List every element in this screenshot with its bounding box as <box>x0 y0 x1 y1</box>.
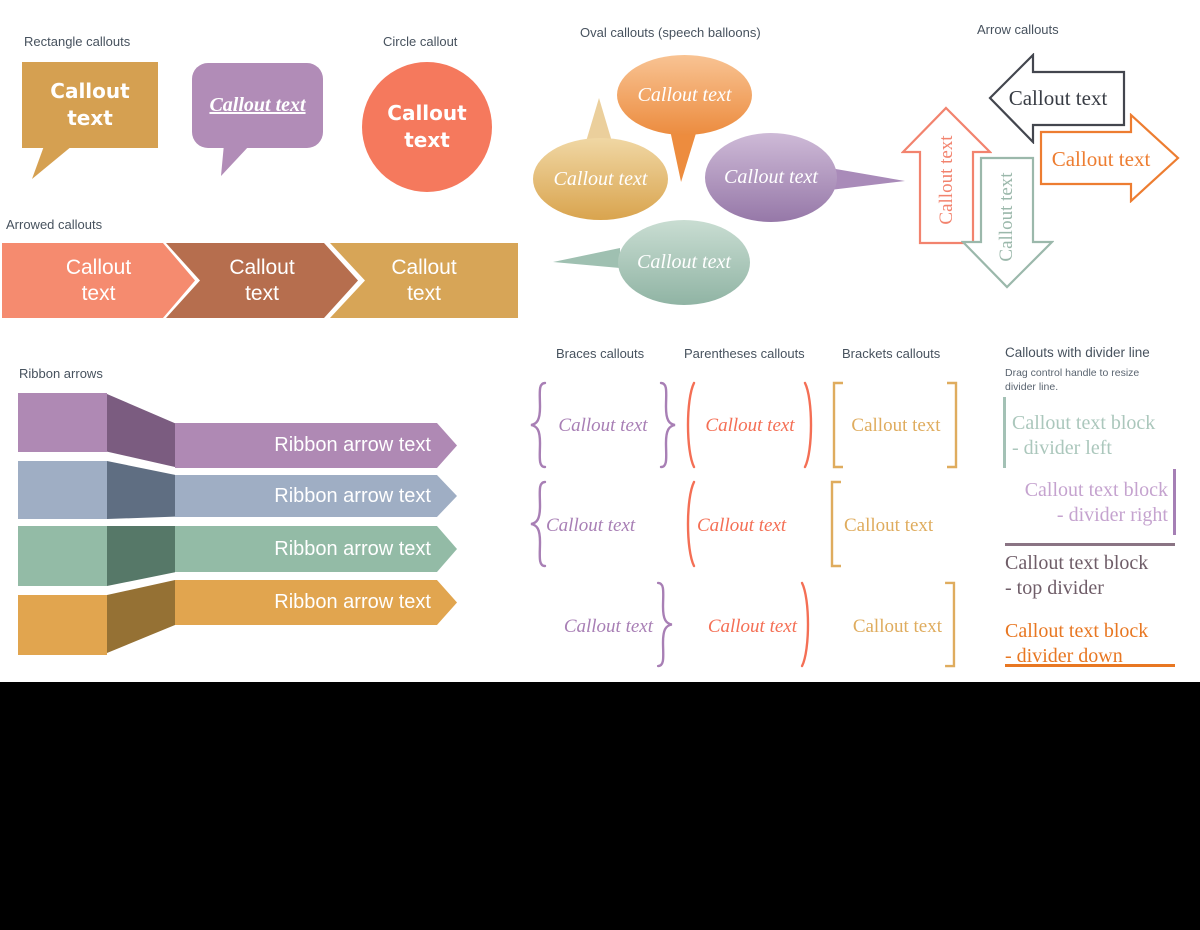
rectangle-callout-gold-tail[interactable] <box>32 146 72 179</box>
circle-callout[interactable]: Callout text <box>362 62 492 192</box>
ribbon-arrow-4[interactable]: Ribbon arrow text <box>175 580 457 625</box>
oval-callout-purple[interactable]: Callout text <box>705 133 837 222</box>
arrow-callout-left[interactable] <box>988 53 1126 144</box>
section-title-arrowed-callouts: Arrowed callouts <box>6 217 103 232</box>
brace-left-icon[interactable] <box>528 480 548 568</box>
bracket-left-icon[interactable] <box>828 480 842 568</box>
oval-callout-orange-tail[interactable] <box>670 130 697 182</box>
section-title-brackets-callouts: Brackets callouts <box>842 346 941 361</box>
arrow-callout-right[interactable] <box>1039 113 1180 203</box>
oval-callout-purple-tail[interactable] <box>830 168 905 190</box>
ribbon-arrow-2-fold <box>107 461 175 519</box>
bracket-right-icon[interactable] <box>944 581 958 668</box>
oval-callout-teal-tail[interactable] <box>553 248 620 268</box>
brace-right-icon[interactable] <box>658 381 678 469</box>
arrowed-callout-3[interactable]: Callout text <box>330 243 518 318</box>
arrow-callout-left-label: Callout text <box>1008 86 1108 110</box>
circle-callout-label: Callout text <box>387 101 467 152</box>
divider-line-left[interactable] <box>1003 397 1006 468</box>
divider-callout-top: Callout text block - top divider <box>1005 552 1149 599</box>
divider-note: Drag control handle to resize divider li… <box>1005 366 1180 394</box>
ribbon-arrow-1-label: Ribbon arrow text <box>274 434 431 456</box>
oval-callout-purple-label: Callout text <box>724 166 818 188</box>
brace-left-icon[interactable] <box>528 381 548 469</box>
arrow-callout-up-label: Callout text <box>936 135 957 225</box>
paren-right-icon[interactable] <box>802 381 818 469</box>
divider-line-top[interactable] <box>1005 543 1175 546</box>
paren-left-icon[interactable] <box>681 381 697 469</box>
parens-callout-row1-label: Callout text <box>705 415 795 436</box>
section-title-divider-callouts: Callouts with divider line <box>1005 345 1150 360</box>
ribbon-arrow-1[interactable]: Ribbon arrow text <box>175 423 457 468</box>
arrow-callout-up[interactable] <box>901 106 992 245</box>
parens-callout-row2-label: Callout text <box>697 515 787 536</box>
arrow-callout-right-label: Callout text <box>1051 147 1151 171</box>
arrowed-callout-2-label: Callout text <box>229 255 295 305</box>
oval-callout-teal[interactable]: Callout text <box>618 220 750 305</box>
oval-callout-orange-label: Callout text <box>637 83 732 106</box>
arrow-callout-down[interactable] <box>961 156 1054 289</box>
section-title-oval-callouts: Oval callouts (speech balloons) <box>580 25 761 40</box>
oval-callout-tan-label: Callout text <box>553 167 648 190</box>
ribbon-arrow-1-fold <box>107 394 175 467</box>
divider-note-line2: divider line. <box>1005 381 1059 393</box>
braces-callout-row2-label: Callout text <box>546 515 636 536</box>
section-title-rectangle-callouts: Rectangle callouts <box>24 34 131 49</box>
divider-line-down[interactable] <box>1005 664 1175 667</box>
ribbon-arrow-2-label: Ribbon arrow text <box>274 485 431 507</box>
brackets-callout-row1-label: Callout text <box>851 415 941 436</box>
brackets-callout-row3-label: Callout text <box>852 616 942 637</box>
divider-line-right[interactable] <box>1173 469 1176 535</box>
ribbon-arrow-1-block[interactable] <box>18 393 107 452</box>
letterbox-bar <box>0 682 1200 930</box>
ribbon-arrow-2[interactable]: Ribbon arrow text <box>175 475 457 517</box>
rectangle-callout-purple[interactable]: Callout text <box>192 63 323 148</box>
arrowed-callout-3-label: Callout text <box>391 255 457 305</box>
oval-callout-teal-label: Callout text <box>637 251 731 273</box>
ribbon-arrow-3-fold <box>107 526 175 586</box>
paren-left-icon[interactable] <box>681 480 697 568</box>
arrowed-callout-1-label: Callout text <box>65 255 132 305</box>
brace-right-icon[interactable] <box>655 581 675 668</box>
braces-callout-row1-label: Callout text <box>558 415 648 436</box>
braces-callout-row3-label: Callout text <box>563 616 653 637</box>
divider-callout-right: Callout text block - divider right <box>1024 479 1168 526</box>
section-title-parentheses-callouts: Parentheses callouts <box>684 346 805 361</box>
ribbon-arrow-3-block[interactable] <box>18 526 107 586</box>
rectangle-callout-purple-label: Callout text <box>209 94 306 116</box>
rectangle-callout-gold-label: Callout text <box>50 79 130 130</box>
ribbon-arrow-2-block[interactable] <box>18 461 107 519</box>
bracket-left-icon[interactable] <box>830 381 844 469</box>
section-title-braces-callouts: Braces callouts <box>556 346 645 361</box>
section-title-circle-callout: Circle callout <box>383 34 458 49</box>
rectangle-callout-gold[interactable]: Callout text <box>22 62 158 148</box>
ribbon-arrow-3[interactable]: Ribbon arrow text <box>175 526 457 572</box>
arrowed-callout-2[interactable]: Callout text <box>166 243 358 318</box>
bracket-right-icon[interactable] <box>946 381 960 469</box>
oval-callout-tan[interactable]: Callout text <box>533 138 668 220</box>
ribbon-arrow-4-block[interactable] <box>18 595 107 655</box>
brackets-callout-row2-label: Callout text <box>844 515 934 536</box>
ribbon-arrow-4-fold <box>107 580 175 653</box>
section-title-arrow-callouts: Arrow callouts <box>977 22 1059 37</box>
arrow-callout-down-label: Callout text <box>996 172 1017 262</box>
divider-note-line1: Drag control handle to resize <box>1005 367 1140 379</box>
ribbon-arrow-4-label: Ribbon arrow text <box>274 591 431 613</box>
parens-callout-row3-label: Callout text <box>707 616 797 637</box>
paren-right-icon[interactable] <box>799 581 815 668</box>
ribbon-arrow-3-label: Ribbon arrow text <box>274 538 431 560</box>
divider-callout-left: Callout text block - divider left <box>1012 412 1156 459</box>
oval-callout-orange[interactable]: Callout text <box>617 55 752 135</box>
divider-callout-down: Callout text block - divider down <box>1005 620 1149 667</box>
section-title-ribbon-arrows: Ribbon arrows <box>19 366 103 381</box>
rectangle-callout-purple-tail[interactable] <box>221 146 249 176</box>
arrowed-callout-1[interactable]: Callout text <box>2 243 195 318</box>
